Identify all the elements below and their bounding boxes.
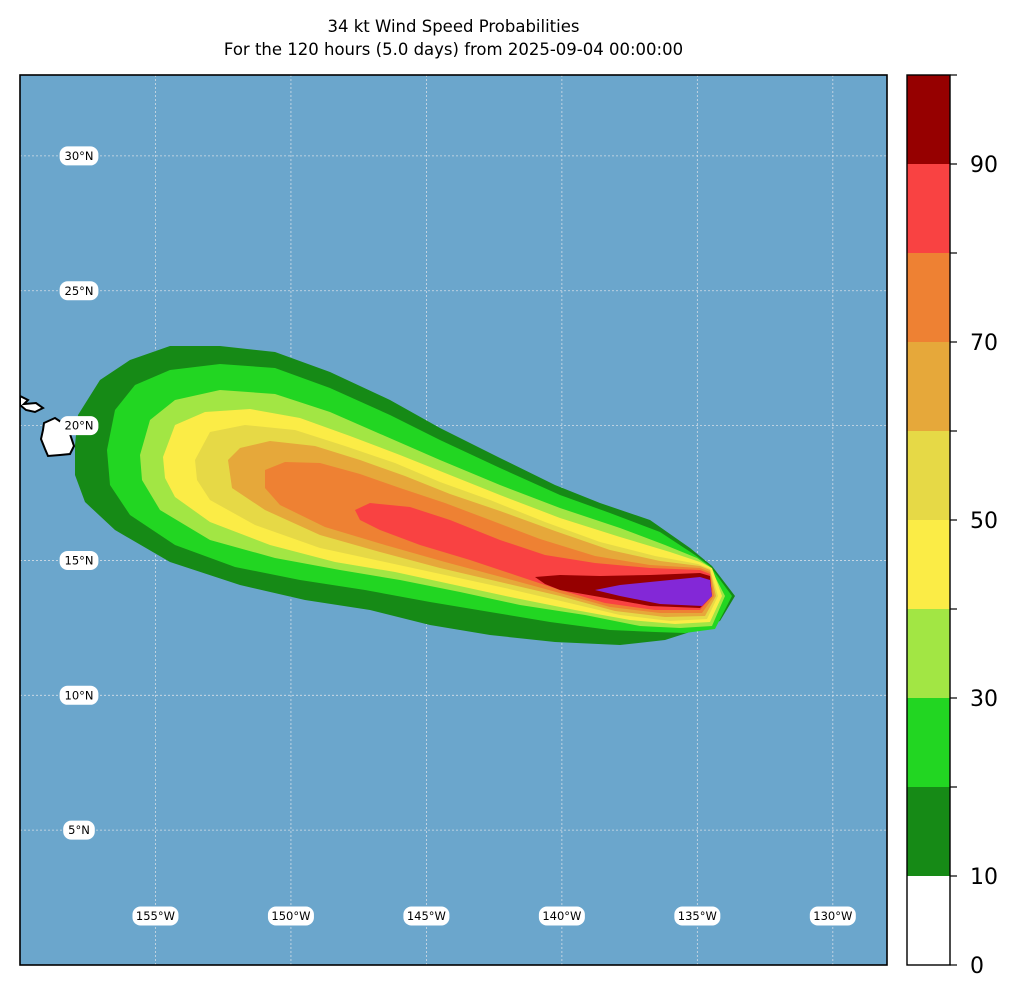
svg-text:20°N: 20°N — [65, 419, 94, 433]
svg-text:140°W: 140°W — [542, 909, 581, 923]
svg-text:30°N: 30°N — [65, 149, 94, 163]
svg-text:155°W: 155°W — [136, 909, 175, 923]
colorbar-band — [907, 75, 950, 164]
latitude-labels: 5°N 10°N 15°N 20°N 25°N 30°N — [59, 146, 99, 840]
colorbar-tick-label: 0 — [970, 954, 984, 979]
colorbar-band — [907, 787, 950, 876]
svg-text:5°N: 5°N — [68, 823, 90, 837]
lat-label: 10°N — [59, 685, 99, 705]
colorbar-tick-label: 90 — [970, 153, 998, 178]
map-frame — [19, 74, 888, 966]
lon-label: 140°W — [538, 906, 585, 926]
colorbar-band — [907, 876, 950, 965]
colorbar-tick-label: 10 — [970, 865, 998, 890]
lat-label: 15°N — [59, 550, 99, 570]
lat-label: 25°N — [59, 281, 99, 301]
colorbar-tick-label: 50 — [970, 509, 998, 534]
longitude-labels: 155°W 150°W 145°W 140°W 135°W 130°W — [132, 906, 856, 926]
chart-title-line1: 34 kt Wind Speed Probabilities — [327, 17, 580, 36]
lat-label: 20°N — [59, 416, 99, 436]
lon-label: 135°W — [674, 906, 721, 926]
colorbar-band — [907, 609, 950, 698]
svg-text:25°N: 25°N — [65, 284, 94, 298]
chart-title-line2: For the 120 hours (5.0 days) from 2025-0… — [223, 40, 684, 59]
contour-90-100 — [595, 577, 712, 606]
colorbar-tick-label: 70 — [970, 331, 998, 356]
svg-text:15°N: 15°N — [65, 553, 94, 567]
lat-label: 5°N — [63, 820, 95, 840]
colorbar-band — [907, 164, 950, 253]
colorbar-band — [907, 342, 950, 431]
colorbar-tick-label: 30 — [970, 687, 998, 712]
svg-text:150°W: 150°W — [271, 909, 310, 923]
colorbar-band — [907, 698, 950, 787]
colorbar — [907, 75, 950, 965]
lon-label: 130°W — [809, 906, 856, 926]
colorbar-band — [907, 520, 950, 609]
svg-text:130°W: 130°W — [813, 909, 852, 923]
lon-label: 145°W — [403, 906, 450, 926]
island-maui-area — [20, 394, 45, 414]
svg-text:10°N: 10°N — [65, 688, 94, 702]
svg-text:135°W: 135°W — [678, 909, 717, 923]
colorbar-ticks: 0 10 30 50 70 90 — [950, 74, 998, 979]
probability-contours — [75, 346, 735, 645]
svg-text:145°W: 145°W — [407, 909, 446, 923]
colorbar-band — [907, 431, 950, 520]
lat-label: 30°N — [59, 146, 99, 166]
colorbar-band — [907, 253, 950, 342]
lon-label: 155°W — [132, 906, 179, 926]
lon-label: 150°W — [267, 906, 314, 926]
